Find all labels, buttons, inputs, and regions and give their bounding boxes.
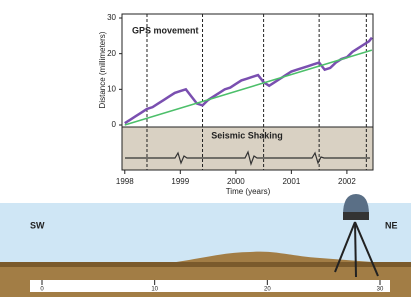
chart-title: GPS movement: [132, 25, 199, 35]
seismic-title: Seismic Shaking: [211, 130, 283, 140]
ruler-label: 30: [377, 287, 384, 293]
ne-label: NE: [385, 220, 398, 230]
x-tick-label: 1999: [171, 177, 189, 186]
sw-label: SW: [30, 220, 45, 230]
x-tick-label: 1998: [116, 177, 134, 186]
y-tick-label: 0: [112, 120, 117, 129]
y-tick-label: 20: [107, 49, 116, 58]
ruler: [30, 280, 390, 292]
x-tick-label: 2001: [282, 177, 300, 186]
x-tick-label: 2000: [227, 177, 245, 186]
ruler-label: 10: [151, 287, 158, 293]
ground-edge: [0, 262, 411, 267]
y-tick-label: 30: [107, 13, 116, 22]
ruler-label: 20: [264, 287, 271, 293]
y-axis-title: Distance (millimeters): [98, 31, 107, 108]
illustration: SW NE Seismic Shaking GPS movement Time …: [0, 0, 411, 297]
y-tick-label: 10: [107, 84, 116, 93]
x-tick-label: 2002: [338, 177, 356, 186]
x-axis-title: Time (years): [226, 187, 271, 196]
